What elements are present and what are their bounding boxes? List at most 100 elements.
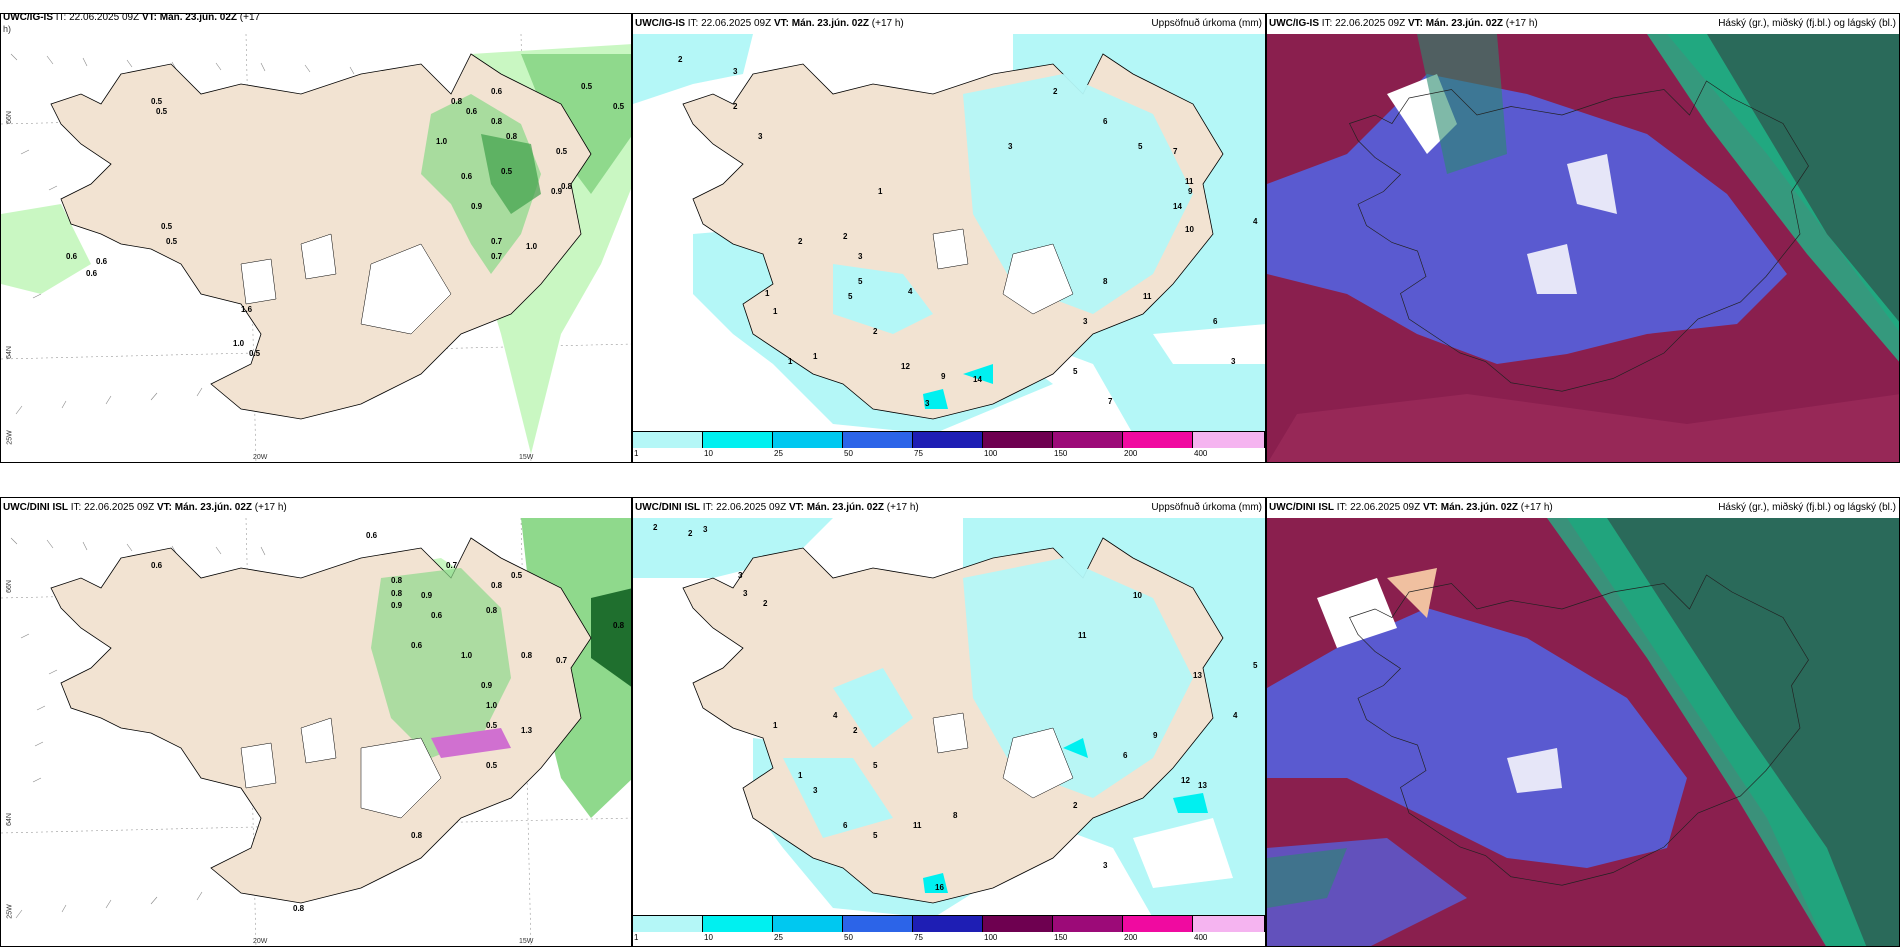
color-swatch xyxy=(1053,432,1123,448)
lat-label-66n: 66N xyxy=(5,580,13,593)
svg-text:4: 4 xyxy=(1253,217,1258,226)
valid-time: Mán. 23.jún. 02Z xyxy=(1425,18,1503,29)
svg-text:3: 3 xyxy=(1008,142,1013,151)
svg-text:2: 2 xyxy=(688,529,693,538)
svg-text:11: 11 xyxy=(1078,631,1087,640)
svg-text:0.8: 0.8 xyxy=(506,132,518,141)
svg-text:0.8: 0.8 xyxy=(391,576,403,585)
svg-text:3: 3 xyxy=(813,786,818,795)
svg-text:0.8: 0.8 xyxy=(491,117,503,126)
field-title: Háský (gr.), miðský (fj.bl.) og lágský (… xyxy=(1718,502,1896,513)
lon-label-15w: 15W xyxy=(519,938,534,945)
svg-text:1.3: 1.3 xyxy=(521,726,533,735)
svg-text:10: 10 xyxy=(1185,225,1194,234)
svg-text:0.5: 0.5 xyxy=(581,82,593,91)
svg-text:5: 5 xyxy=(1138,142,1143,151)
svg-text:9: 9 xyxy=(941,372,946,381)
color-swatch xyxy=(1193,432,1265,448)
map-panel-ig-is-clouds: UWC/IG-IS IT: 22.06.2025 09Z VT: Mán. 23… xyxy=(1266,13,1900,463)
panel-header: UWC/IG-IS IT: 22.06.2025 09Z VT: Mán. 23… xyxy=(1267,14,1899,34)
svg-text:7: 7 xyxy=(1173,147,1178,156)
cloud-map xyxy=(1267,518,1899,946)
svg-text:2: 2 xyxy=(1073,801,1078,810)
svg-text:3: 3 xyxy=(733,67,738,76)
svg-text:0.8: 0.8 xyxy=(451,97,463,106)
svg-text:2: 2 xyxy=(843,232,848,241)
svg-text:6: 6 xyxy=(843,821,848,830)
panel-header: UWC/DINI ISL IT: 22.06.2025 09Z VT: Mán.… xyxy=(633,498,1265,518)
svg-text:0.6: 0.6 xyxy=(66,252,78,261)
svg-text:1: 1 xyxy=(788,357,793,366)
svg-text:4: 4 xyxy=(1233,711,1238,720)
svg-text:0.7: 0.7 xyxy=(491,252,503,261)
svg-text:2: 2 xyxy=(1053,87,1058,96)
svg-text:0.7: 0.7 xyxy=(491,237,503,246)
precip-colorbar: 1 10 25 50 75 100 150 200 400 xyxy=(633,915,1265,946)
svg-text:1.0: 1.0 xyxy=(486,701,498,710)
svg-text:4: 4 xyxy=(908,287,913,296)
svg-text:2: 2 xyxy=(763,599,768,608)
svg-text:5: 5 xyxy=(873,761,878,770)
colorbar-label: 50 xyxy=(844,933,853,942)
svg-text:0.6: 0.6 xyxy=(491,87,503,96)
svg-text:0.9: 0.9 xyxy=(481,681,493,690)
color-swatch xyxy=(1123,432,1193,448)
valid-time: Mán. 23.jún. 02Z xyxy=(159,13,237,23)
lead-time-cont: h) xyxy=(3,24,12,34)
svg-text:0.6: 0.6 xyxy=(466,107,478,116)
svg-text:1: 1 xyxy=(813,352,818,361)
valid-time: Mán. 23.jún. 02Z xyxy=(791,18,869,29)
valid-time: Mán. 23.jún. 02Z xyxy=(806,502,884,513)
lon-label-20w: 20W xyxy=(253,938,268,945)
svg-text:0.8: 0.8 xyxy=(486,606,498,615)
svg-text:1: 1 xyxy=(765,289,770,298)
svg-text:1: 1 xyxy=(878,187,883,196)
svg-text:0.5: 0.5 xyxy=(166,237,178,246)
model-name: UWC/IG-IS xyxy=(1269,18,1319,29)
svg-text:0.8: 0.8 xyxy=(561,182,573,191)
colorbar-label: 100 xyxy=(984,933,998,942)
svg-text:2: 2 xyxy=(873,327,878,336)
lead-time: (+17 xyxy=(239,13,261,23)
model-name: UWC/DINI ISL xyxy=(635,502,700,513)
valid-time: Mán. 23.jún. 02Z xyxy=(174,502,252,513)
svg-text:0.7: 0.7 xyxy=(556,656,568,665)
svg-text:13: 13 xyxy=(1193,671,1202,680)
svg-text:9: 9 xyxy=(1188,187,1193,196)
color-swatch xyxy=(913,916,983,932)
colorbar-label: 75 xyxy=(914,933,923,942)
lon-label-25w: 25W xyxy=(6,904,14,919)
svg-text:5: 5 xyxy=(1253,661,1258,670)
svg-text:0.9: 0.9 xyxy=(471,202,483,211)
color-swatch xyxy=(913,432,983,448)
svg-text:8: 8 xyxy=(1103,277,1108,286)
lon-label-15w: 15W xyxy=(519,454,534,461)
map-panel-dini-precip: UWC/DINI ISL IT: 22.06.2025 09Z VT: Mán.… xyxy=(632,497,1266,947)
color-swatch xyxy=(843,916,913,932)
svg-text:0.5: 0.5 xyxy=(511,571,523,580)
lead-time: (+17 h) xyxy=(1505,18,1538,29)
colorbar-label: 400 xyxy=(1194,449,1208,458)
precip-labels: 2 3 2 3 1 2 1 2 3 4 1 5 2 1 12 14 9 3 5 … xyxy=(678,55,1258,408)
vt-label: VT: xyxy=(1407,18,1423,29)
colorbar-label: 200 xyxy=(1124,449,1138,458)
svg-text:1.0: 1.0 xyxy=(461,651,473,660)
lead-time: (+17 h) xyxy=(886,502,919,513)
precip-colorbar: 1 10 25 50 75 100 150 200 400 xyxy=(633,431,1265,462)
colorbar-label: 10 xyxy=(704,449,713,458)
precip-map: 2 3 2 3 1 2 1 2 3 4 1 5 2 1 12 14 9 3 5 … xyxy=(633,34,1265,434)
panel-header: UWC/DINI ISL IT: 22.06.2025 09Z VT: Mán.… xyxy=(1,498,631,518)
colorbar-label: 75 xyxy=(914,449,923,458)
svg-text:0.8: 0.8 xyxy=(613,621,625,630)
field-title: Uppsöfnuð úrkoma (mm) xyxy=(1151,18,1262,29)
color-swatch xyxy=(983,916,1053,932)
svg-text:0.7: 0.7 xyxy=(446,561,458,570)
field-title: Uppsöfnuð úrkoma (mm) xyxy=(1151,502,1262,513)
colorbar-label: 25 xyxy=(774,449,783,458)
svg-text:3: 3 xyxy=(703,525,708,534)
svg-text:0.5: 0.5 xyxy=(161,222,173,231)
color-swatch xyxy=(703,432,773,448)
color-swatch xyxy=(1123,916,1193,932)
panel-header: UWC/IG-IS IT: 22.06.2025 09Z VT: Mán. 23… xyxy=(1,13,631,28)
svg-text:9: 9 xyxy=(1153,731,1158,740)
